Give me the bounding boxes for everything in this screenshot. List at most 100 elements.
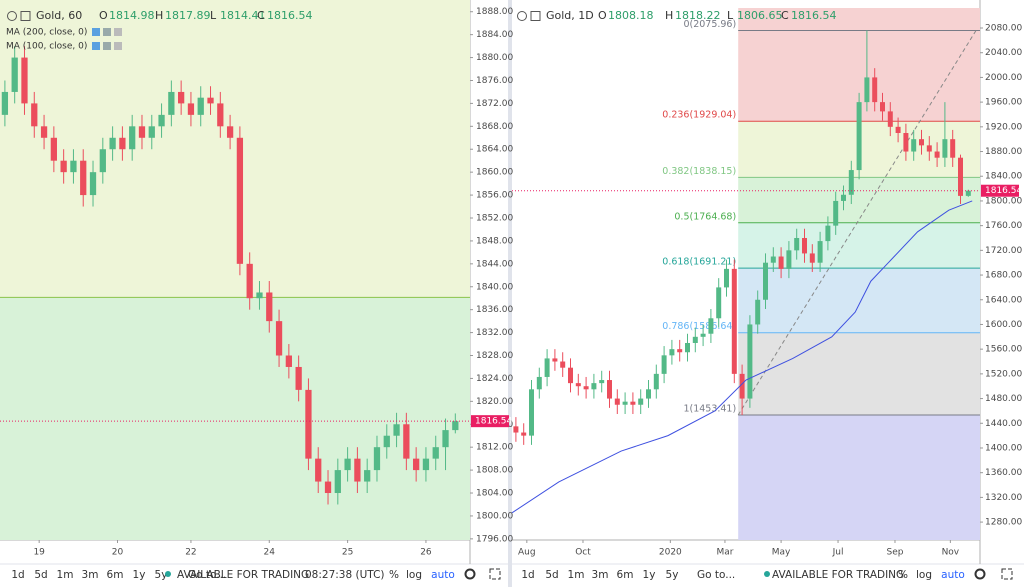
collapse-icon[interactable] — [517, 11, 527, 21]
fib-zone — [738, 177, 980, 223]
indicator-label[interactable]: MA (100, close, 0) — [6, 42, 87, 52]
range-button[interactable]: 1d — [521, 569, 534, 581]
symbol-title[interactable]: Gold, 1D — [546, 9, 594, 22]
candle-body — [344, 458, 351, 471]
range-button[interactable]: 1m — [57, 569, 74, 581]
candle-body — [724, 268, 729, 288]
range-button[interactable]: 3m — [592, 569, 609, 581]
range-button[interactable]: 1d — [11, 569, 24, 581]
indicator-label[interactable]: MA (200, close, 0) — [6, 28, 87, 38]
candle-body — [739, 373, 745, 399]
range-button[interactable]: 5y — [155, 569, 168, 581]
scale-option[interactable]: auto — [431, 569, 455, 581]
candle-body — [432, 447, 439, 459]
fullscreen-icon[interactable] — [489, 568, 501, 580]
candle-body — [89, 172, 97, 196]
last-price-box — [471, 415, 509, 428]
candle-body — [848, 170, 854, 195]
range-button[interactable]: 5d — [34, 569, 47, 581]
fullscreen-icon[interactable] — [1001, 568, 1013, 580]
ohlc-value: 1818.22 — [675, 9, 721, 22]
candle-body — [207, 97, 214, 104]
y-tick-label: 1840.00 — [985, 172, 1022, 182]
candle-body — [778, 256, 784, 269]
scale-option[interactable]: log — [916, 569, 932, 581]
goto-button[interactable]: Go to... — [697, 569, 735, 581]
range-button[interactable]: 6m — [107, 569, 124, 581]
scale-option[interactable]: % — [898, 569, 908, 581]
candle-body — [965, 190, 971, 196]
candle-body — [422, 458, 430, 471]
range-button[interactable]: 1y — [643, 569, 656, 581]
panel-divider — [508, 0, 512, 587]
settings-icon[interactable] — [974, 568, 986, 580]
y-tick-label: 1520.00 — [985, 369, 1022, 379]
scale-option[interactable]: auto — [941, 569, 965, 581]
candle-body — [364, 470, 371, 482]
y-tick-label: 1280.00 — [985, 518, 1022, 528]
candle-body — [700, 333, 706, 337]
scale-option[interactable]: log — [406, 569, 422, 581]
candle-body — [607, 380, 612, 399]
candle-body — [544, 358, 550, 377]
range-button[interactable]: 6m — [617, 569, 634, 581]
x-tick-label: Oct — [575, 548, 591, 558]
candle-body — [903, 133, 909, 152]
candle-body — [334, 470, 341, 494]
candle-body — [708, 318, 714, 334]
candle-body — [187, 103, 195, 115]
ohlc-key: L — [727, 9, 734, 22]
y-tick-label: 1812.00 — [476, 443, 513, 453]
candle-body — [129, 126, 136, 150]
indicator-icons[interactable] — [92, 28, 122, 50]
candle-body — [755, 299, 761, 325]
candle-body — [70, 160, 77, 173]
settings-icon[interactable] — [464, 568, 476, 580]
y-tick-label: 1804.00 — [476, 489, 513, 499]
candle-body — [109, 137, 116, 150]
candle-body — [197, 97, 204, 115]
symbol-title[interactable]: Gold, 60 — [36, 9, 82, 22]
candle-body — [1, 91, 9, 115]
range-button[interactable]: 1m — [568, 569, 585, 581]
fib-level-label: 0.786(1586.64) — [662, 321, 736, 332]
range-button[interactable]: 5d — [545, 569, 558, 581]
candle-body — [80, 160, 87, 196]
hide-icon[interactable] — [530, 11, 541, 21]
zone-below — [0, 297, 470, 540]
candle-body — [529, 389, 534, 436]
candle-body — [942, 139, 948, 158]
y-tick-label: 1860.00 — [476, 168, 513, 178]
candle-body — [536, 376, 542, 390]
scale-option[interactable]: % — [389, 569, 399, 581]
hide-icon[interactable] — [20, 11, 31, 21]
x-tick-label: 19 — [33, 548, 45, 558]
candle-body — [403, 424, 410, 459]
candle-body — [275, 321, 283, 356]
ohlc-key: C — [257, 9, 265, 22]
candle-body — [256, 292, 263, 299]
goto-button[interactable]: Go to... — [188, 569, 226, 581]
range-button[interactable]: 1y — [133, 569, 146, 581]
candle-body — [934, 151, 940, 158]
collapse-icon[interactable] — [7, 11, 17, 21]
y-tick-label: 1360.00 — [985, 468, 1022, 478]
range-button[interactable]: 5y — [666, 569, 679, 581]
candle-body — [246, 263, 253, 299]
candle-body — [950, 139, 956, 158]
y-tick-label: 1960.00 — [985, 98, 1022, 108]
y-tick-label: 1884.00 — [476, 30, 513, 40]
range-button[interactable]: 3m — [82, 569, 99, 581]
y-tick-label: 1880.00 — [476, 53, 513, 63]
candle-body — [919, 139, 924, 146]
candle-body — [794, 237, 800, 251]
last-price-label: 1816.54 — [985, 186, 1022, 196]
zone-above — [0, 0, 470, 298]
candle-body — [60, 160, 67, 173]
y-tick-label: 1800.00 — [985, 196, 1022, 206]
x-tick-label: 26 — [420, 548, 432, 558]
candle-body — [513, 426, 519, 433]
candle-body — [599, 380, 605, 384]
